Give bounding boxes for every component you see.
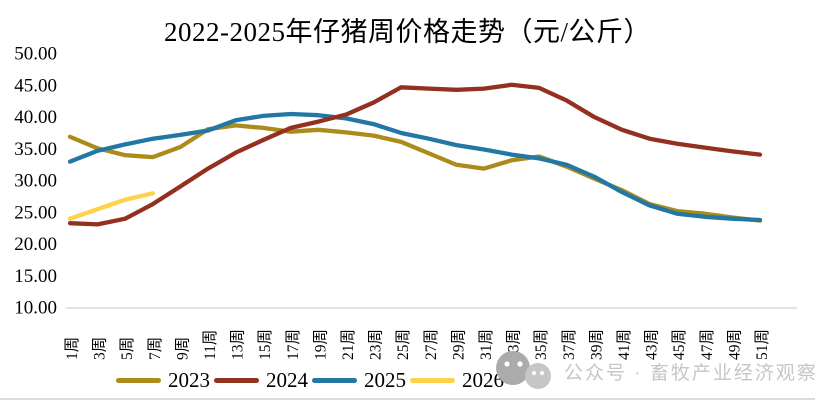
y-tick-label: 30.00: [14, 171, 57, 192]
x-tick-label: 11周: [202, 330, 219, 360]
bottom-divider: [0, 398, 815, 400]
x-tick-label: 33周: [506, 329, 523, 360]
legend-swatch-2026: [410, 377, 455, 383]
legend-item-2023: 2023: [116, 368, 210, 393]
legend-item-2026: 2026: [410, 368, 504, 393]
x-tick-label: 45周: [671, 329, 688, 360]
x-tick-label: 1周: [64, 337, 81, 360]
legend: 2023 2024 2025 2026: [116, 366, 508, 394]
legend-label-2026: 2026: [462, 367, 504, 392]
legend-item-2025: 2025: [312, 368, 406, 393]
x-tick-label: 19周: [312, 329, 329, 360]
y-tick-label: 50.00: [14, 44, 57, 65]
x-tick-label: 41周: [616, 329, 633, 360]
series-line-2024: [67, 82, 763, 227]
y-tick-label: 35.00: [14, 139, 57, 160]
y-tick-label: 25.00: [14, 202, 57, 223]
legend-swatch-2025: [312, 377, 357, 383]
x-tick-label: 3周: [92, 337, 109, 360]
x-tick-label: 23周: [368, 329, 385, 360]
legend-swatch-2024: [214, 377, 259, 383]
x-tick-label: 27周: [423, 329, 440, 360]
x-tick-label: 31周: [478, 329, 495, 360]
y-tick-label: 15.00: [14, 266, 57, 287]
x-tick-label: 9周: [174, 337, 191, 360]
x-tick-label: 17周: [285, 329, 302, 360]
x-tick-label: 43周: [644, 329, 661, 360]
series-line-2026: [67, 191, 155, 221]
legend-swatch-2023: [116, 377, 161, 383]
x-tick-label: 47周: [699, 329, 716, 360]
legend-label-2024: 2024: [266, 367, 308, 392]
x-tick-label: 49周: [726, 329, 743, 360]
y-tick-label: 45.00: [14, 75, 57, 96]
x-tick-label: 13周: [230, 329, 247, 360]
y-tick-label: 20.00: [14, 234, 57, 255]
x-tick-label: 15周: [257, 329, 274, 360]
x-tick-label: 39周: [588, 329, 605, 360]
legend-label-2023: 2023: [168, 367, 210, 392]
x-tick-label: 5周: [119, 337, 136, 360]
x-tick-label: 21周: [340, 329, 357, 360]
y-tick-label: 10.00: [14, 298, 57, 319]
legend-item-2024: 2024: [214, 368, 308, 393]
y-tick-label: 40.00: [14, 107, 57, 128]
x-tick-label: 7周: [147, 337, 164, 360]
x-tick-label: 37周: [561, 329, 578, 360]
x-tick-label: 29周: [450, 329, 467, 360]
legend-label-2025: 2025: [364, 367, 406, 392]
x-tick-label: 35周: [533, 329, 550, 360]
chart-title: 2022-2025年仔猪周价格走势（元/公斤）: [164, 17, 651, 47]
x-tick-label: 25周: [395, 329, 412, 360]
series-line-2025: [67, 111, 763, 223]
x-tick-label: 51周: [754, 329, 771, 360]
